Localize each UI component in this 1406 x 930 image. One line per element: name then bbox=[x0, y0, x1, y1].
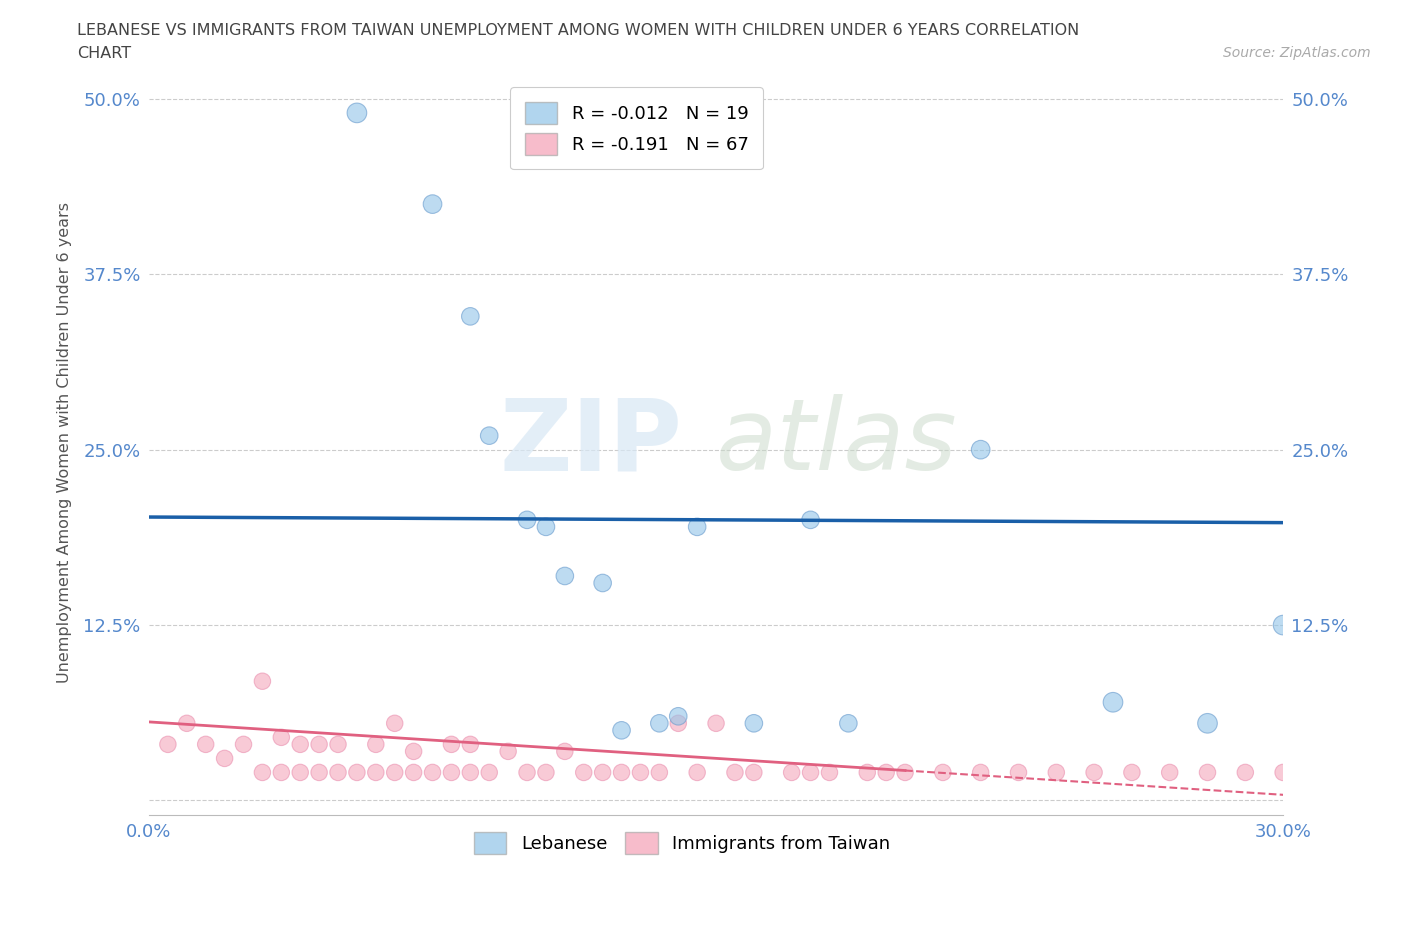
Point bbox=[364, 737, 387, 751]
Point bbox=[402, 744, 425, 759]
Point bbox=[460, 309, 482, 324]
Point bbox=[1272, 618, 1295, 632]
Point bbox=[800, 512, 823, 527]
Point bbox=[308, 765, 330, 780]
Point bbox=[1234, 765, 1257, 780]
Point bbox=[270, 765, 292, 780]
Point bbox=[1102, 695, 1125, 710]
Point bbox=[592, 765, 614, 780]
Point bbox=[214, 751, 236, 765]
Point bbox=[724, 765, 747, 780]
Point bbox=[290, 737, 312, 751]
Point bbox=[326, 737, 349, 751]
Point bbox=[516, 765, 538, 780]
Point bbox=[592, 576, 614, 591]
Point bbox=[422, 196, 444, 211]
Point bbox=[384, 765, 406, 780]
Point bbox=[686, 765, 709, 780]
Text: CHART: CHART bbox=[77, 46, 131, 61]
Point bbox=[232, 737, 254, 751]
Point bbox=[780, 765, 803, 780]
Point bbox=[440, 765, 463, 780]
Point bbox=[270, 730, 292, 745]
Point bbox=[686, 520, 709, 535]
Point bbox=[346, 765, 368, 780]
Point bbox=[194, 737, 217, 751]
Point bbox=[969, 443, 991, 458]
Point bbox=[460, 737, 482, 751]
Point bbox=[704, 716, 727, 731]
Point bbox=[534, 520, 557, 535]
Point bbox=[666, 709, 689, 724]
Point bbox=[742, 716, 765, 731]
Point bbox=[1083, 765, 1105, 780]
Point bbox=[440, 737, 463, 751]
Point bbox=[1385, 765, 1406, 780]
Point bbox=[176, 716, 198, 731]
Point bbox=[1347, 765, 1369, 780]
Point bbox=[875, 765, 897, 780]
Point bbox=[572, 765, 595, 780]
Point bbox=[402, 765, 425, 780]
Point bbox=[516, 512, 538, 527]
Point bbox=[666, 716, 689, 731]
Point bbox=[156, 737, 179, 751]
Point bbox=[610, 723, 633, 737]
Point bbox=[932, 765, 955, 780]
Point bbox=[478, 765, 501, 780]
Point bbox=[648, 765, 671, 780]
Point bbox=[478, 428, 501, 443]
Point bbox=[1329, 765, 1351, 780]
Point bbox=[1159, 765, 1181, 780]
Text: atlas: atlas bbox=[716, 394, 957, 491]
Point bbox=[346, 105, 368, 120]
Y-axis label: Unemployment Among Women with Children Under 6 years: Unemployment Among Women with Children U… bbox=[58, 202, 72, 684]
Point bbox=[800, 765, 823, 780]
Point bbox=[554, 568, 576, 583]
Point bbox=[1197, 716, 1219, 731]
Point bbox=[630, 765, 652, 780]
Point bbox=[1309, 765, 1331, 780]
Point bbox=[252, 673, 274, 688]
Point bbox=[496, 744, 519, 759]
Text: LEBANESE VS IMMIGRANTS FROM TAIWAN UNEMPLOYMENT AMONG WOMEN WITH CHILDREN UNDER : LEBANESE VS IMMIGRANTS FROM TAIWAN UNEMP… bbox=[77, 23, 1080, 38]
Point bbox=[742, 765, 765, 780]
Point bbox=[856, 765, 879, 780]
Point bbox=[364, 765, 387, 780]
Point bbox=[422, 765, 444, 780]
Point bbox=[252, 765, 274, 780]
Point bbox=[1045, 765, 1067, 780]
Point bbox=[308, 737, 330, 751]
Legend: Lebanese, Immigrants from Taiwan: Lebanese, Immigrants from Taiwan bbox=[467, 825, 897, 861]
Point bbox=[648, 716, 671, 731]
Text: ZIP: ZIP bbox=[499, 394, 682, 491]
Point bbox=[818, 765, 841, 780]
Point bbox=[837, 716, 859, 731]
Point bbox=[384, 716, 406, 731]
Point bbox=[290, 765, 312, 780]
Point bbox=[460, 765, 482, 780]
Point bbox=[1197, 765, 1219, 780]
Point bbox=[326, 765, 349, 780]
Point bbox=[1121, 765, 1143, 780]
Point bbox=[969, 765, 991, 780]
Point bbox=[1007, 765, 1029, 780]
Point bbox=[610, 765, 633, 780]
Point bbox=[894, 765, 917, 780]
Text: Source: ZipAtlas.com: Source: ZipAtlas.com bbox=[1223, 46, 1371, 60]
Point bbox=[1272, 765, 1295, 780]
Point bbox=[554, 744, 576, 759]
Point bbox=[534, 765, 557, 780]
